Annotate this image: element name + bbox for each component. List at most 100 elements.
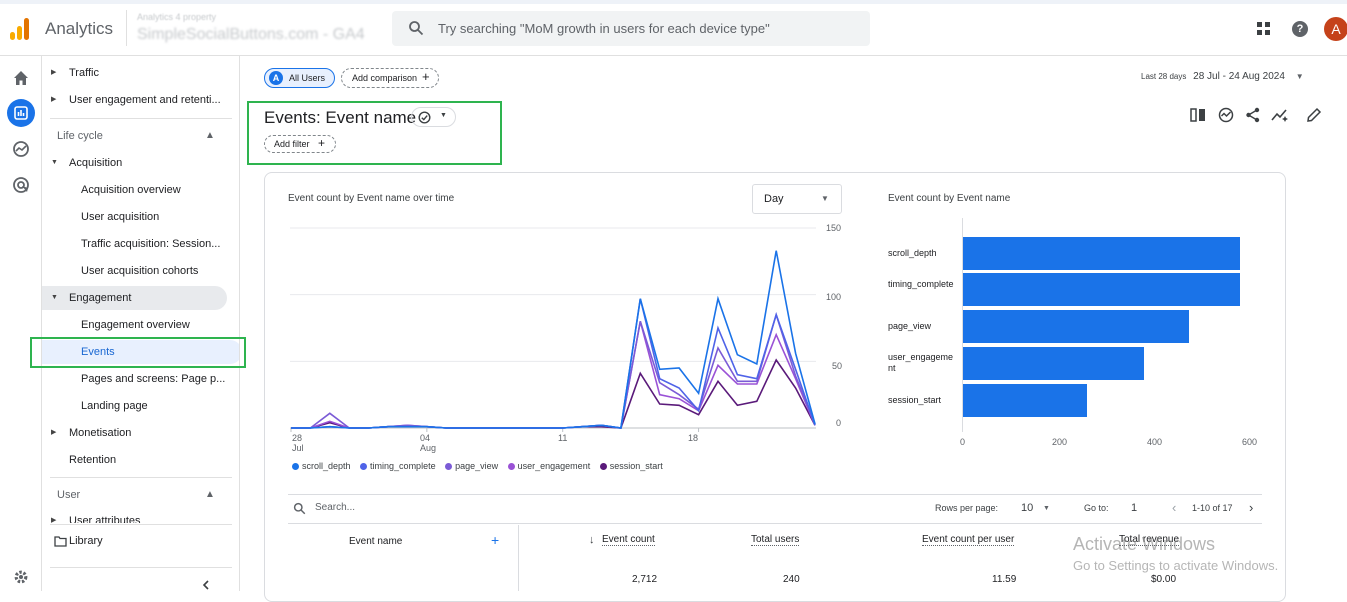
nav-acquisition-overview[interactable]: Acquisition overview (81, 184, 181, 196)
nav-user-acquisition-cohorts[interactable]: User acquisition cohorts (81, 265, 199, 277)
date-range-prefix: Last 28 days (1141, 72, 1187, 81)
series-line-timing_complete (291, 298, 816, 429)
divider (50, 567, 232, 568)
add-comparison-button[interactable]: Add comparison + (341, 68, 439, 88)
expand-arrow-icon: ▶ (51, 96, 57, 103)
nav-traffic-acquisition[interactable]: Traffic acquisition: Session... (81, 238, 221, 250)
bar-user_engagement[interactable] (963, 347, 1144, 380)
x-tick: 200 (1052, 437, 1068, 447)
total-event-count: 2,712 (632, 574, 658, 585)
col-event-name[interactable]: Event name (349, 536, 403, 547)
account-selector[interactable]: Analytics 4 property SimpleSocialButtons… (126, 10, 376, 46)
expand-arrow-icon: ▶ (51, 429, 57, 436)
col-event-count[interactable]: Event count (602, 534, 655, 546)
nav-retention[interactable]: Retention (69, 454, 117, 466)
nav-landing-page[interactable]: Landing page (81, 400, 148, 412)
date-range-selector[interactable]: Last 28 days 28 Jul - 24 Aug 2024 ▼ (1141, 71, 1304, 82)
legend-item[interactable]: scroll_depth (292, 461, 351, 471)
nav-user-attributes[interactable]: ▶ User attributes (42, 509, 232, 523)
x-tick: 0 (960, 437, 966, 447)
bar-session_start[interactable] (963, 384, 1087, 417)
x-tick: 600 (1242, 437, 1258, 447)
nav-engagement[interactable]: ▼ Engagement (42, 286, 227, 310)
bar-scroll_depth[interactable] (963, 237, 1240, 270)
table-search-input[interactable]: Search... (315, 502, 356, 513)
search-icon (293, 502, 306, 515)
legend-item[interactable]: user_engagement (507, 461, 590, 471)
expand-arrow-icon: ▶ (51, 517, 57, 523)
home-icon[interactable] (11, 68, 31, 88)
all-users-chip[interactable]: A All Users (264, 68, 335, 88)
share-icon[interactable] (1245, 107, 1261, 123)
next-page-icon[interactable]: › (1249, 500, 1254, 515)
goto-label: Go to: (1084, 503, 1109, 513)
compare-icon[interactable] (1190, 107, 1207, 123)
legend-item[interactable]: timing_complete (360, 461, 436, 471)
divider (50, 524, 232, 525)
bar-page_view[interactable] (963, 310, 1189, 343)
y-tick: 100 (826, 292, 842, 302)
pagination-text: 1-10 of 17 (1192, 503, 1233, 513)
insights-icon[interactable] (1218, 107, 1234, 123)
bar-category-label: session_start (888, 395, 942, 405)
search-bar[interactable]: Try searching "MoM growth in users for e… (392, 11, 870, 46)
series-line-user_engagement (291, 321, 816, 429)
collapse-arrow-icon: ▼ (51, 159, 58, 166)
add-dimension-icon[interactable]: + (491, 532, 500, 548)
folder-icon (54, 536, 67, 547)
series-line-session_start (291, 358, 816, 429)
granularity-select[interactable]: Day ▼ (752, 184, 842, 214)
nav-library[interactable]: Library (42, 529, 232, 553)
bar-category-label: user_engageme nt (888, 352, 954, 373)
x-tick: 18 (688, 433, 699, 443)
nav-pages-and-screens[interactable]: Pages and screens: Page p... (81, 373, 226, 385)
collapse-nav-chevron-icon[interactable] (201, 580, 211, 590)
line-chart[interactable] (290, 222, 816, 434)
help-icon[interactable]: ? (1292, 21, 1308, 37)
nav-engagement-overview[interactable]: Engagement overview (81, 319, 190, 331)
avatar[interactable]: A (1324, 17, 1347, 41)
edit-pencil-icon[interactable] (1306, 107, 1322, 123)
legend-dot (292, 463, 299, 470)
legend-item[interactable]: session_start (599, 461, 663, 471)
left-rail (0, 56, 42, 591)
bar-category-label: scroll_depth (888, 248, 937, 258)
advertising-icon[interactable] (11, 175, 31, 195)
legend-dot (507, 463, 515, 470)
title-highlight-box (247, 101, 502, 165)
nav-acquisition[interactable]: ▼ Acquisition (42, 151, 232, 175)
add-filter-button[interactable]: Add filter + (264, 135, 336, 153)
goto-page-input[interactable]: 1 (1131, 502, 1138, 514)
sort-down-arrow-icon[interactable]: ↓ (589, 534, 595, 546)
search-icon (409, 21, 424, 36)
report-status-dropdown[interactable]: ▼ (411, 107, 456, 127)
report-title: Events: Event name (264, 108, 417, 127)
legend-item[interactable]: page_view (445, 461, 498, 471)
nav-events[interactable]: Events (42, 340, 239, 364)
rows-per-page-select[interactable]: 10 (1021, 502, 1034, 514)
nav-user-acquisition[interactable]: User acquisition (81, 211, 160, 223)
col-total-revenue[interactable]: Total revenue (1119, 534, 1180, 546)
section-user[interactable]: User ▲ (42, 481, 239, 509)
activate-windows-watermark: Activate Windows (1073, 534, 1216, 554)
x-tick: 11 (558, 433, 568, 443)
bar-timing_complete[interactable] (963, 273, 1240, 306)
prev-page-icon[interactable]: ‹ (1172, 500, 1177, 515)
settings-gear-icon[interactable] (13, 569, 29, 585)
col-total-users[interactable]: Total users (751, 534, 800, 546)
analytics-logo-icon[interactable] (10, 18, 34, 40)
series-line-scroll_depth (291, 250, 816, 429)
dropdown-arrow-icon: ▼ (1043, 505, 1050, 512)
divider (50, 477, 232, 478)
section-life-cycle[interactable]: Life cycle ▲ (42, 122, 239, 150)
trend-sparkle-icon[interactable] (1271, 107, 1289, 123)
nav-user-engagement[interactable]: ▶ User engagement and retenti... (42, 88, 232, 112)
apps-grid-icon[interactable] (1257, 22, 1271, 36)
app-title: Analytics (45, 19, 114, 38)
explore-icon[interactable] (11, 139, 31, 159)
check-circle-icon (418, 111, 431, 124)
nav-traffic[interactable]: ▶ Traffic (42, 61, 232, 85)
nav-monetisation[interactable]: ▶ Monetisation (42, 421, 232, 445)
col-event-count-per-user[interactable]: Event count per user (922, 534, 1015, 546)
reports-icon[interactable] (7, 99, 35, 127)
